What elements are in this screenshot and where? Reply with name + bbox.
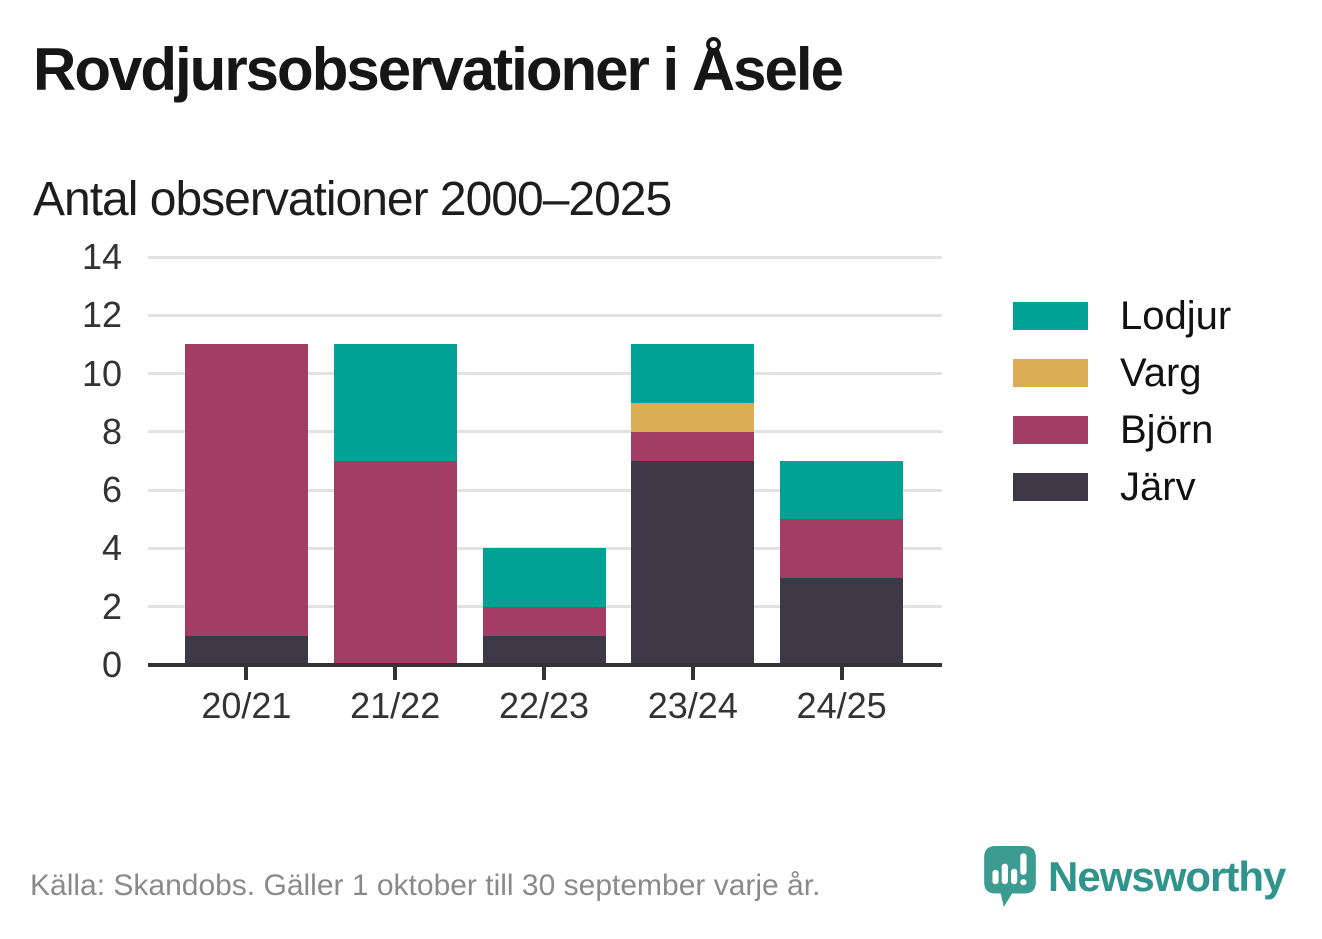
x-tick-label: 24/25 xyxy=(796,685,887,726)
x-axis-line xyxy=(148,663,942,667)
legend-item-järv: Järv xyxy=(1013,465,1231,509)
bar-segment-järv-22-23 xyxy=(482,635,606,665)
y-tick-label: 8 xyxy=(101,410,122,452)
bar-segment-lodjur-21-22 xyxy=(333,344,457,461)
gridline xyxy=(148,255,942,259)
y-tick-label: 2 xyxy=(101,585,122,627)
bar-segment-lodjur-23-24 xyxy=(631,344,755,403)
x-tick-label: 21/22 xyxy=(350,685,441,726)
y-tick-label: 12 xyxy=(81,294,122,336)
legend-swatch-björn xyxy=(1013,416,1088,444)
bar-segment-björn-24-25 xyxy=(780,519,904,578)
source-note: Källa: Skandobs. Gäller 1 oktober till 3… xyxy=(30,869,821,902)
legend-label: Varg xyxy=(1120,350,1202,395)
y-tick-label: 6 xyxy=(101,469,122,511)
bar-segment-järv-20-21 xyxy=(184,635,308,665)
legend-label: Björn xyxy=(1120,407,1214,452)
bar-segment-lodjur-24-25 xyxy=(780,461,904,520)
x-axis-tick xyxy=(393,667,398,680)
gridline xyxy=(148,313,942,317)
legend: Lodjur Varg Björn Järv xyxy=(1013,294,1231,530)
x-axis-tick xyxy=(839,667,844,680)
legend-item-björn: Björn xyxy=(1013,408,1231,452)
gridline xyxy=(148,430,942,434)
legend-swatch-varg xyxy=(1013,359,1088,387)
x-tick-label: 23/24 xyxy=(647,685,738,726)
bar-segment-björn-21-22 xyxy=(333,461,457,665)
legend-item-varg: Varg xyxy=(1013,351,1231,395)
chart-title: Rovdjursobservationer i Åsele xyxy=(33,36,844,103)
gridline xyxy=(148,372,942,376)
y-axis-labels: 0 2 4 6 8 10 12 14 xyxy=(0,237,122,685)
bar-segment-björn-22-23 xyxy=(482,606,606,636)
bar-segment-järv-24-25 xyxy=(780,577,904,665)
y-tick-label: 0 xyxy=(101,644,122,685)
chart-subtitle: Antal observationer 2000–2025 xyxy=(33,173,672,226)
plot-area: 20/21 21/22 22/23 23/24 24/25 xyxy=(148,255,942,726)
bar-segment-lodjur-22-23 xyxy=(482,548,606,607)
legend-item-lodjur: Lodjur xyxy=(1013,294,1231,338)
legend-swatch-lodjur xyxy=(1013,302,1088,330)
x-axis-tick xyxy=(244,667,249,680)
x-axis-tick xyxy=(542,667,546,680)
bar-chart-speech-bubble-icon xyxy=(984,846,1036,907)
y-tick-label: 14 xyxy=(81,236,122,277)
brand-name: Newsworthy xyxy=(1048,853,1286,900)
brand-logo: Newsworthy xyxy=(984,846,1286,908)
legend-swatch-järv xyxy=(1013,473,1088,501)
y-tick-label: 10 xyxy=(81,352,122,394)
bar-segment-björn-23-24 xyxy=(631,431,755,461)
bar-segment-björn-20-21 xyxy=(184,344,308,636)
legend-label: Lodjur xyxy=(1120,293,1232,338)
bar-segment-järv-23-24 xyxy=(631,461,755,665)
x-axis-tick xyxy=(690,667,695,680)
x-tick-label: 20/21 xyxy=(201,685,292,726)
bar-segment-varg-23-24 xyxy=(631,402,755,432)
legend-label: Järv xyxy=(1120,464,1196,509)
y-tick-label: 4 xyxy=(101,527,122,569)
gridline xyxy=(148,488,942,492)
x-tick-label: 22/23 xyxy=(498,685,590,726)
